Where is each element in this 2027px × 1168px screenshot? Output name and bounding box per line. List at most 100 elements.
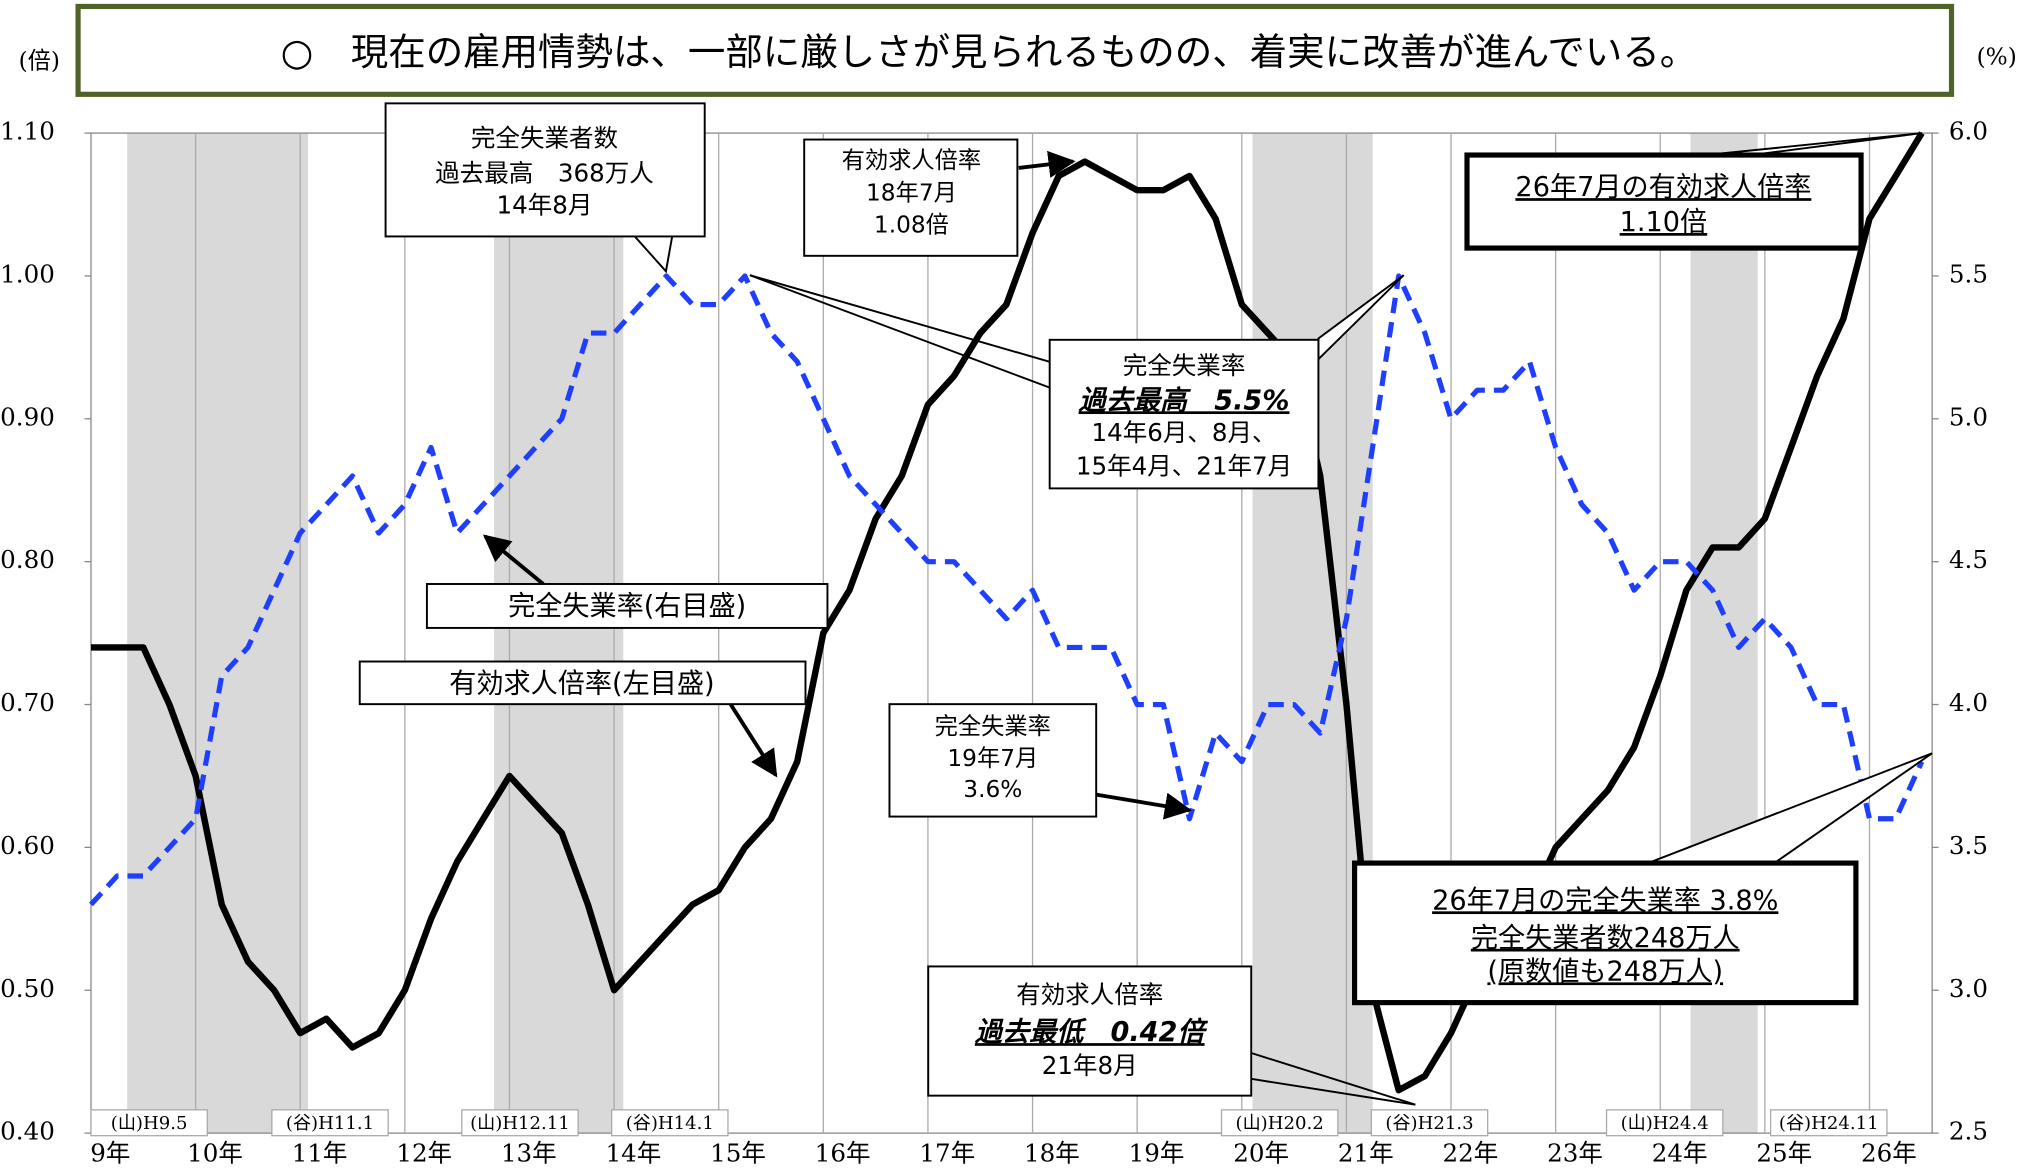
y2-tick-label: 2.5: [1949, 1117, 1988, 1146]
plot-frame: [90, 132, 1933, 1134]
y-tick-label: 0.90: [0, 402, 55, 431]
cycle-label: (山)H12.11: [470, 1113, 570, 1134]
x-tick-label: 22年: [1443, 1139, 1499, 1168]
annotation-text: 有効求人倍率: [842, 147, 982, 174]
annotation-text: 26年7月の完全失業率 3.8%: [1432, 885, 1778, 916]
cycle-label-box: [271, 1109, 389, 1137]
plot-background: 9年 10年 11年 12年 13年 14年 15年 16年 17年 18年 19年 20年 21年 22…: [0, 117, 1988, 1168]
callout-pointer: [482, 534, 545, 586]
x-tick-label: 15年: [710, 1139, 766, 1168]
callout-pointer: [749, 274, 1051, 389]
annotation-text: 完全失業率: [1123, 351, 1246, 380]
cycle-label-box: [611, 1109, 729, 1137]
annotation-box: [425, 583, 829, 629]
y2-axis-label: (%): [1977, 44, 2017, 71]
annotation-box: [927, 965, 1253, 1097]
chart-title: ○ 現在の雇用情勢は、一部に厳しさが見られるものの、着実に改善が進んでいる。: [281, 30, 1698, 74]
callout-pointer: [631, 234, 674, 274]
annotation-box: [1464, 152, 1864, 251]
annotation-text: 18年7月: [866, 179, 957, 206]
cycle-label: (谷)H24.11: [1779, 1113, 1879, 1134]
cycle-label-box: [1605, 1109, 1724, 1137]
cycle-label-box: [90, 1109, 208, 1137]
cycle-label-box: [1769, 1109, 1888, 1137]
callout-pointer: [1095, 792, 1192, 820]
x-tick-label: 14年: [606, 1139, 662, 1168]
annotation-text: 過去最低 0.42倍: [975, 1017, 1209, 1048]
annotation-box: [384, 102, 706, 238]
recession-band: [494, 133, 624, 1134]
series-line: [89, 273, 1925, 907]
y-tick-label: 0.60: [0, 831, 55, 860]
cycle-label-box: [1370, 1109, 1489, 1137]
annotation-text: 有効求人倍率(左目盛): [449, 668, 714, 699]
x-tick-label: 10年: [187, 1139, 243, 1168]
annotation-text: 15年4月、21年7月: [1076, 452, 1292, 481]
y-tick-label: 0.70: [0, 688, 55, 717]
y-tick-label: 1.00: [0, 259, 55, 288]
y-tick-label: 1.10: [0, 117, 55, 146]
x-tick-label: 19年: [1129, 1139, 1185, 1168]
x-tick-label: 12年: [396, 1139, 452, 1168]
annotation-text: 1.08倍: [874, 212, 949, 239]
x-tick-label: 23年: [1547, 1139, 1603, 1168]
annotation-text: 過去最高 5.5%: [1079, 385, 1290, 416]
annotation-text: 有効求人倍率: [1016, 980, 1163, 1009]
y2-tick-label: 6.0: [1949, 117, 1988, 146]
annotation-text: 完全失業率: [935, 713, 1051, 740]
cycle-label-box: [1220, 1109, 1339, 1137]
x-tick-label: 11年: [292, 1139, 348, 1168]
y2-tick-label: 3.0: [1949, 974, 1988, 1003]
callout-pointer: [749, 274, 1050, 363]
annotation-text: 14年6月、8月、: [1092, 418, 1277, 447]
cycle-label: (谷)H14.1: [626, 1113, 714, 1134]
series-line: [90, 131, 1925, 1094]
annotation-text: 3.6%: [963, 776, 1022, 803]
callout-pointer: [1250, 1052, 1416, 1106]
cycle-label: (谷)H21.3: [1385, 1113, 1473, 1134]
annotation-box: [888, 703, 1098, 818]
annotation-text: 完全失業者数: [471, 124, 618, 153]
annotation-text: 26年7月の有効求人倍率: [1515, 172, 1811, 203]
cycle-label-box: [461, 1109, 579, 1137]
cycle-label: (山)H9.5: [111, 1113, 188, 1134]
callout-pointer: [1641, 752, 1933, 867]
x-tick-label: 24年: [1652, 1139, 1708, 1168]
annotation-text: 過去最高 368万人: [435, 158, 654, 187]
y2-tick-label: 3.5: [1949, 831, 1988, 860]
annotation-text: 1.10倍: [1620, 207, 1708, 238]
y2-tick-label: 5.0: [1949, 402, 1988, 431]
plot-marks: [89, 131, 1925, 1094]
x-tick-label: 18年: [1024, 1139, 1080, 1168]
y-tick-label: 0.50: [0, 974, 55, 1003]
title-box: [75, 3, 1955, 97]
annotation-text: 19年7月: [947, 745, 1038, 772]
y-axis-label: (倍): [19, 48, 60, 75]
cycle-label: (山)H24.4: [1621, 1113, 1709, 1134]
x-tick-label: 25年: [1756, 1139, 1812, 1168]
x-tick-label: 13年: [501, 1139, 557, 1168]
y-tick-label: 0.80: [0, 545, 55, 574]
annotation-box: [1352, 860, 1859, 1006]
annotation-box: [358, 660, 807, 706]
y2-tick-label: 4.0: [1949, 688, 1988, 717]
x-tick-label: 16年: [815, 1139, 871, 1168]
callout-pointer: [1018, 150, 1076, 178]
annotation-text: (原数値も248万人): [1487, 956, 1723, 987]
x-tick-label: 9年: [90, 1139, 130, 1168]
y-tick-label: 0.40: [0, 1117, 55, 1146]
cycle-label: (山)H20.2: [1236, 1113, 1324, 1134]
y2-tick-label: 4.5: [1949, 545, 1988, 574]
cycle-label: (谷)H11.1: [286, 1113, 374, 1134]
callout-pointer: [1251, 1077, 1416, 1106]
annotation-text: 完全失業者数248万人: [1471, 923, 1740, 954]
x-tick-label: 21年: [1338, 1139, 1394, 1168]
x-tick-label: 26年: [1861, 1139, 1917, 1168]
x-tick-label: 17年: [919, 1139, 975, 1168]
y2-tick-label: 5.5: [1949, 259, 1988, 288]
annotation-box: [1048, 338, 1320, 490]
annotation-text: 完全失業率(右目盛): [508, 591, 746, 622]
